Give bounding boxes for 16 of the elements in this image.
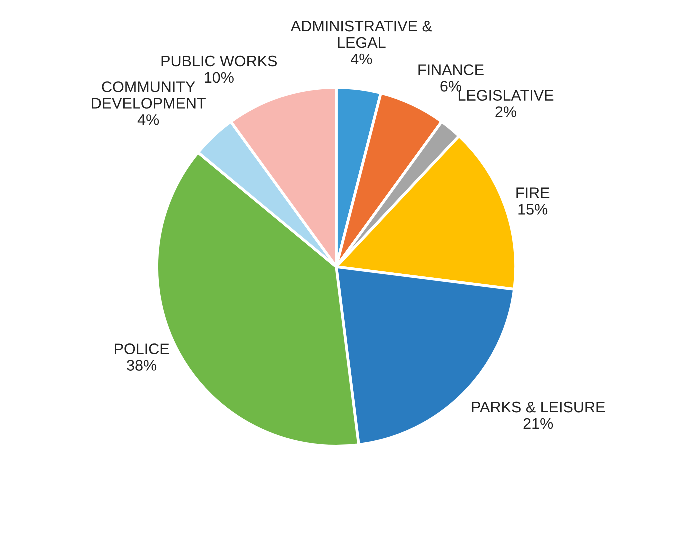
data-label: 2% — [496, 106, 516, 118]
slice-label: FINANCE — [418, 64, 484, 76]
data-label: 38% — [127, 360, 157, 371]
data-label: 6% — [440, 81, 462, 92]
slice-label: PUBLIC WORKS — [162, 56, 278, 67]
slice-label: ADMINISTRATIVE & LEGAL — [290, 20, 432, 48]
slice-label: COMMUNITY DEVELOPMENT — [92, 82, 206, 109]
data-label: 4% — [138, 114, 160, 126]
slice-label: POLICE — [115, 344, 170, 354]
data-label: 21% — [524, 418, 554, 430]
data-label: 15% — [518, 204, 548, 215]
data-label: 10% — [205, 72, 234, 84]
slice-label: FIRE — [516, 188, 550, 198]
data-label: 4% — [350, 54, 372, 65]
slice-label: LEGISLATIVE — [458, 90, 554, 101]
slice-label: PARKS & LEISURE — [472, 402, 606, 413]
